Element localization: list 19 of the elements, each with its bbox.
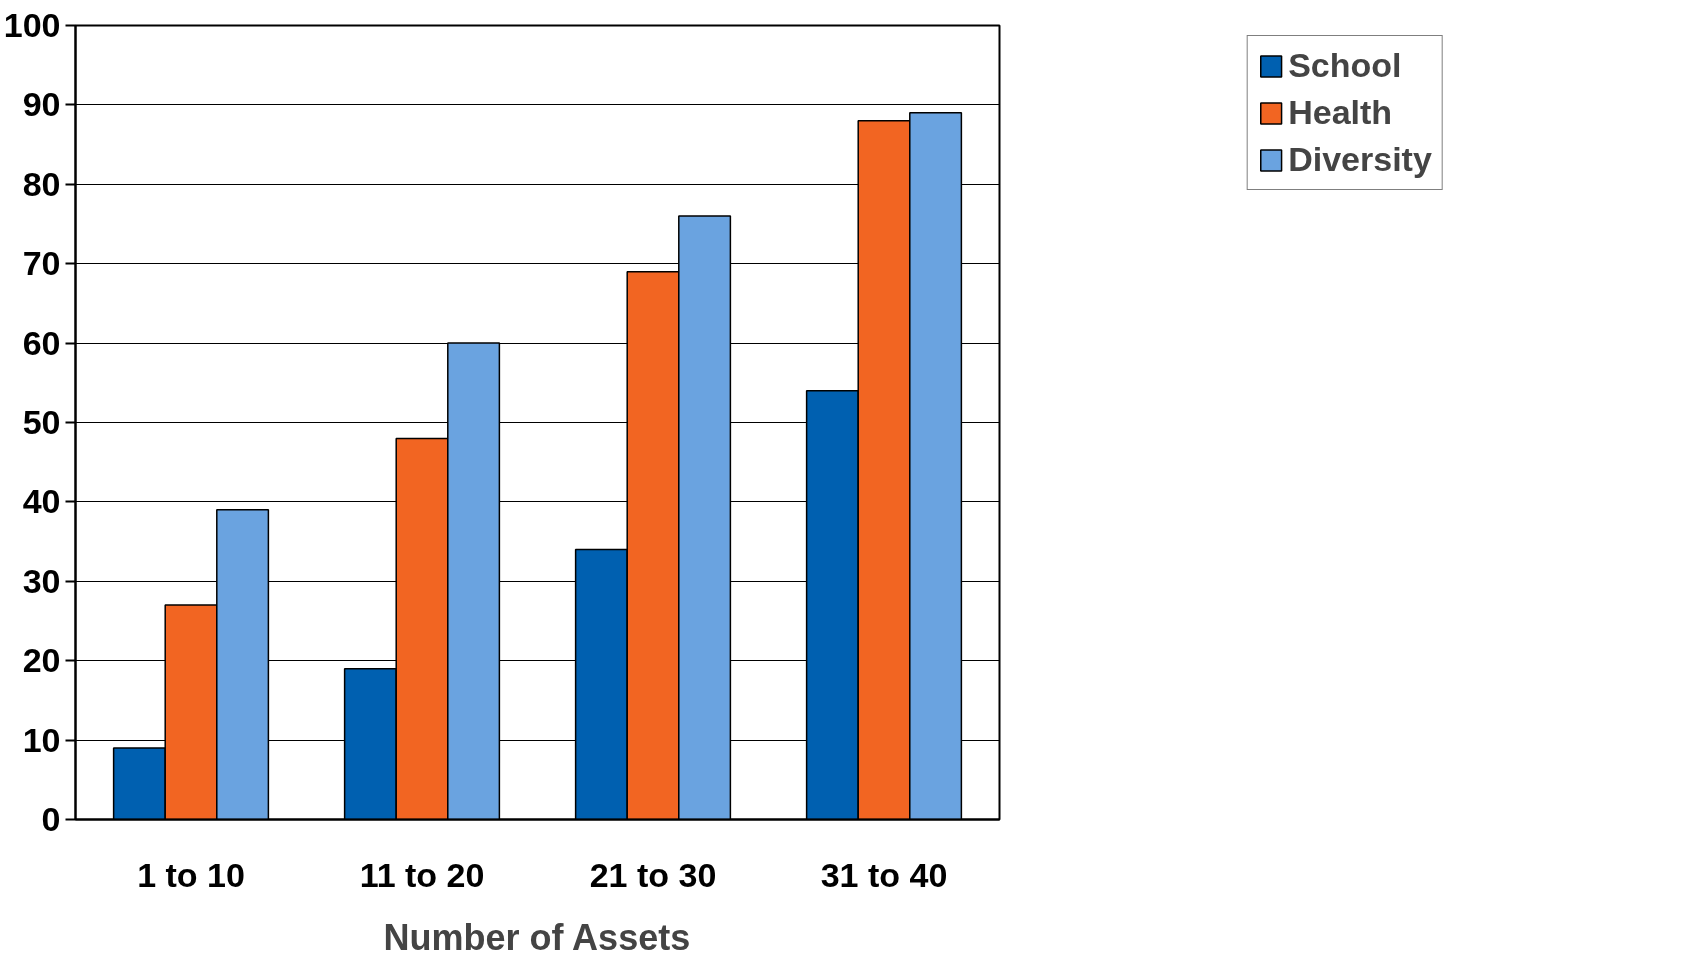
y-tick-label: 20: [22, 641, 61, 680]
legend-label: Diversity: [1288, 140, 1432, 179]
y-tick-label: 0: [41, 800, 61, 838]
legend-label: Health: [1288, 93, 1393, 132]
y-tick-label: 30: [22, 561, 61, 600]
x-tick-label: 31 to 40: [820, 855, 948, 894]
x-axis-title: Number of Assets: [383, 916, 691, 958]
legend-label: School: [1288, 46, 1402, 85]
y-tick-label: 60: [22, 323, 61, 362]
x-tick-label: 11 to 20: [359, 855, 485, 894]
x-tick-label: 21 to 30: [589, 855, 717, 894]
y-tick-label: 10: [22, 720, 61, 759]
y-tick-label: 80: [22, 164, 61, 203]
y-tick-label: 100: [3, 6, 61, 44]
y-tick-label: 40: [22, 482, 61, 521]
y-tick-label: 90: [22, 85, 61, 124]
y-tick-label: 70: [22, 244, 61, 283]
x-tick-label: 1 to 10: [137, 855, 245, 894]
y-tick-label: 50: [22, 403, 61, 441]
